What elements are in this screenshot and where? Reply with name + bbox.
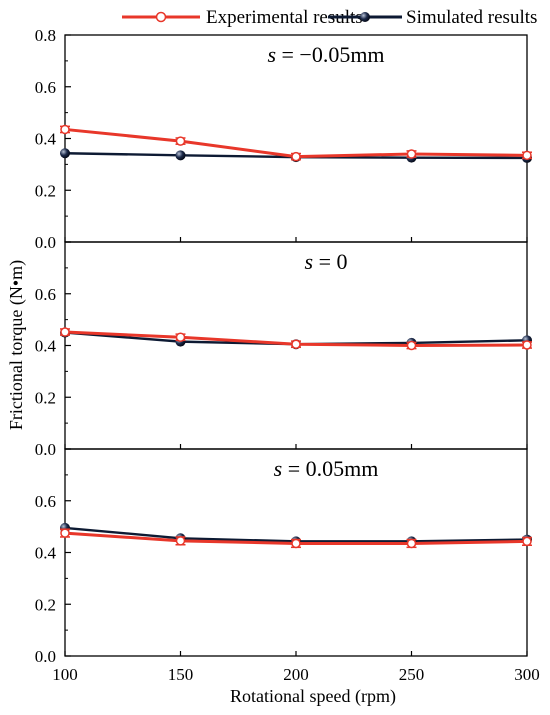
y-tick-label: 0.6 (35, 492, 56, 511)
series-experimental (60, 124, 532, 162)
data-point (522, 536, 532, 547)
x-tick-label: 200 (283, 665, 309, 684)
data-point (406, 538, 417, 549)
y-tick-label: 0.0 (35, 233, 56, 252)
x-tick-label: 300 (514, 665, 540, 684)
plot-area: 0.0 0.2 0.4 0.6 0.8 s = −0.05mm 0.0 0.2 0.4 0.6 s … (35, 26, 532, 666)
x-tick-label: 150 (168, 665, 194, 684)
panel-label: s = 0 (305, 249, 348, 274)
y-tick-label: 0.4 (35, 337, 57, 356)
y-tick-label: 0.6 (35, 78, 56, 97)
panel: 0.0 0.2 0.4 0.6 s = 0.05mm (35, 448, 532, 666)
data-point (406, 149, 417, 159)
y-tick-label: 0.2 (35, 388, 56, 407)
legend-item: Experimental results (122, 7, 363, 28)
x-axis-title: Rotational speed (rpm) (230, 686, 396, 707)
data-point (406, 340, 417, 351)
panel-label: s = −0.05mm (267, 42, 384, 67)
y-tick-label: 0.0 (35, 647, 56, 666)
data-point (175, 136, 186, 146)
data-point (291, 538, 301, 549)
legend: Experimental results Simulated results (122, 7, 537, 28)
y-tick-label: 0.6 (35, 285, 56, 304)
panel-label: s = 0.05mm (274, 456, 379, 481)
data-point (60, 124, 70, 135)
x-tick-label: 250 (399, 665, 425, 684)
panel: 0.0 0.2 0.4 0.6 0.8 s = −0.05mm (35, 26, 532, 252)
legend-marker (360, 12, 370, 22)
y-tick-label: 0.4 (35, 544, 57, 563)
data-point (522, 150, 532, 161)
y-tick-label: 0.4 (35, 130, 57, 149)
y-tick-label: 0.2 (35, 181, 56, 200)
x-tick-label: 100 (52, 665, 78, 684)
series-experimental (60, 327, 532, 351)
y-tick-label: 0.0 (35, 440, 56, 459)
panel: 0.0 0.2 0.4 0.6 s = 0 (35, 241, 532, 459)
x-axis: 100 150 200 250 300 (52, 665, 540, 684)
data-point (60, 148, 70, 159)
data-point (291, 339, 301, 349)
data-point (175, 150, 186, 161)
series-experimental (60, 528, 532, 549)
data-point (60, 528, 70, 538)
y-tick-label: 0.2 (35, 595, 56, 614)
data-point (60, 327, 70, 337)
data-point (175, 536, 186, 546)
legend-item: Simulated results (328, 7, 537, 28)
data-point (175, 332, 186, 342)
data-point (291, 151, 301, 162)
legend-marker (155, 11, 167, 23)
y-tick-label: 0.8 (35, 26, 56, 45)
data-point (522, 340, 532, 350)
y-axis-title: Frictional torque (N•m) (6, 260, 27, 430)
legend-label: Simulated results (406, 7, 537, 28)
legend-label: Experimental results (206, 7, 363, 28)
